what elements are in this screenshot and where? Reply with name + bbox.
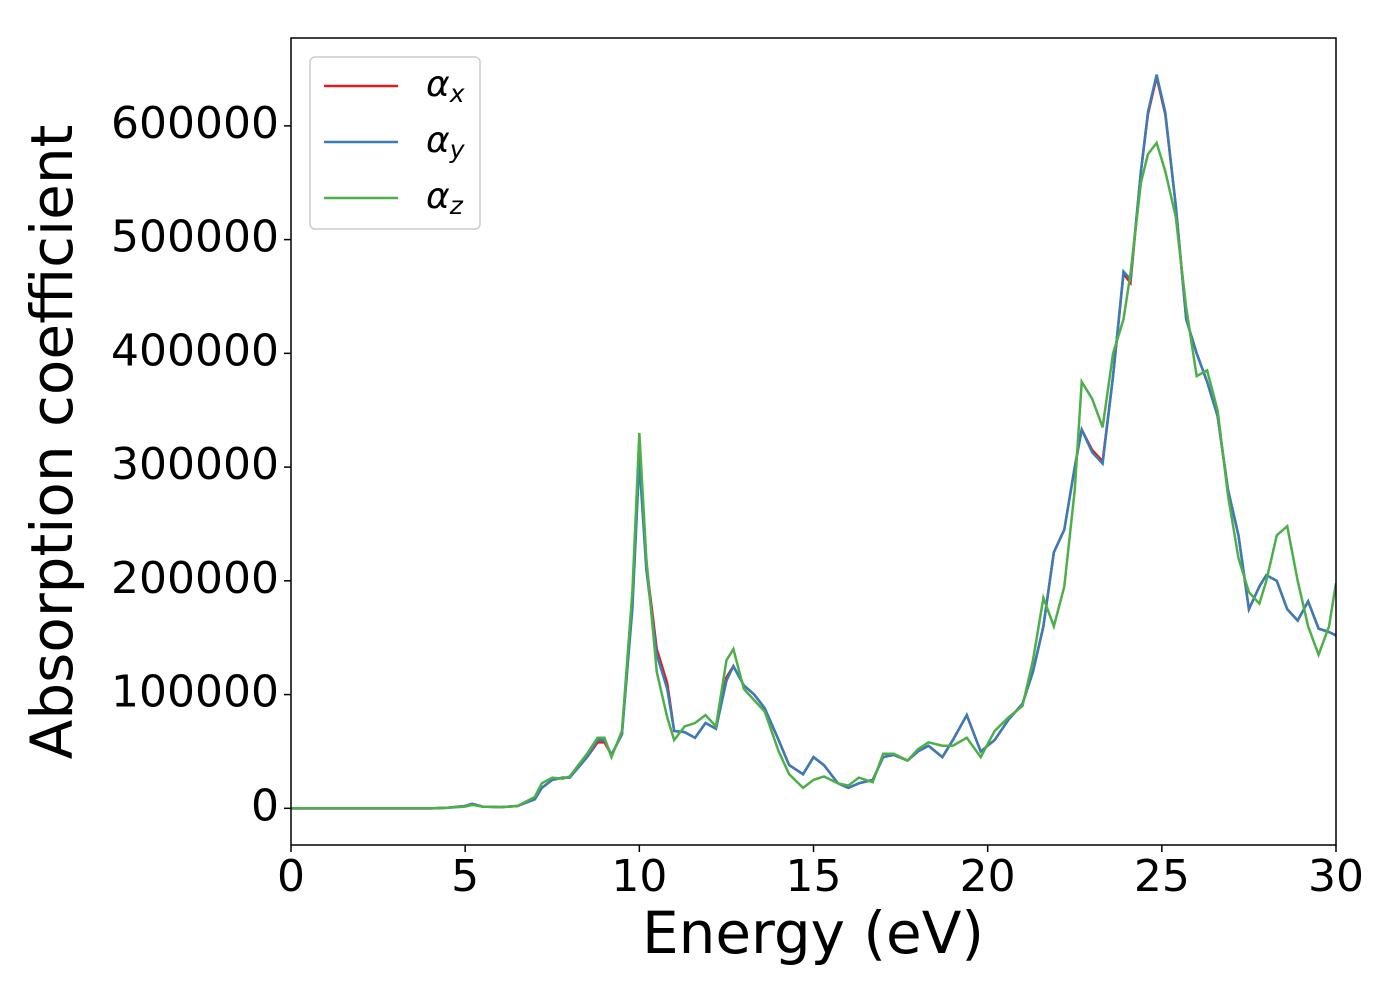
x-tick-label: 10 xyxy=(611,851,667,902)
y-tick-label: 400000 xyxy=(111,325,279,376)
x-axis-label: Energy (eV) xyxy=(642,899,984,967)
y-tick-label: 600000 xyxy=(111,98,279,149)
legend-label: αy xyxy=(426,120,466,164)
y-tick-label: 500000 xyxy=(111,212,279,263)
y-tick-label: 100000 xyxy=(111,667,279,718)
legend-label: αz xyxy=(426,176,464,220)
y-axis-label: Absorption coefficient xyxy=(18,125,86,760)
x-tick-label: 25 xyxy=(1134,851,1190,902)
x-tick-label: 20 xyxy=(960,851,1016,902)
y-tick-label: 0 xyxy=(251,780,279,831)
x-tick-label: 5 xyxy=(451,851,479,902)
line-series xyxy=(291,140,1336,810)
x-tick-label: 0 xyxy=(277,851,305,902)
legend-label: αx xyxy=(426,64,465,108)
plot-frame xyxy=(290,37,1337,846)
x-tick-label: 30 xyxy=(1308,851,1364,902)
x-tick-label: 15 xyxy=(786,851,842,902)
y-tick-label: 200000 xyxy=(111,553,279,604)
y-tick-label: 300000 xyxy=(111,439,279,490)
